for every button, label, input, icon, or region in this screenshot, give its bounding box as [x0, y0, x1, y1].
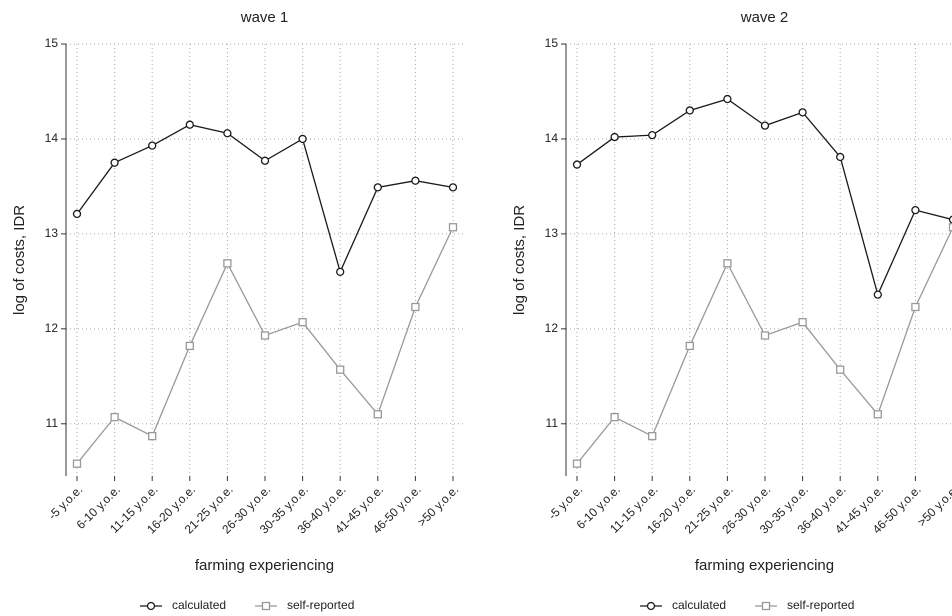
- x-axis-label: farming experiencing: [695, 557, 834, 574]
- point: [836, 152, 845, 162]
- point: [685, 341, 694, 351]
- y-tick-label: 12: [545, 321, 559, 335]
- y-tick-label: 12: [45, 321, 59, 335]
- point: [610, 132, 619, 142]
- legend-marker: [146, 601, 156, 611]
- point: [760, 331, 770, 340]
- y-axis-label: log of costs, IDR: [11, 205, 28, 315]
- point: [72, 209, 82, 219]
- title: wave 1: [240, 9, 289, 26]
- title: wave 2: [740, 9, 789, 26]
- legend-label: calculated: [172, 598, 226, 612]
- point: [148, 431, 157, 441]
- point: [760, 121, 770, 130]
- point: [685, 106, 694, 115]
- point: [336, 365, 345, 374]
- point: [298, 318, 307, 327]
- legend-marker: [761, 601, 771, 611]
- point: [572, 459, 582, 468]
- point: [911, 302, 920, 312]
- point: [110, 412, 119, 422]
- point: [260, 331, 270, 340]
- legend-marker: [261, 601, 271, 611]
- y-tick-label: 15: [45, 36, 59, 50]
- y-tick-label: 11: [46, 416, 59, 430]
- y-tick-label: 13: [45, 226, 59, 240]
- point: [948, 215, 952, 224]
- point: [72, 459, 82, 468]
- point: [911, 206, 920, 215]
- point: [836, 365, 845, 374]
- point: [448, 223, 458, 232]
- legend-marker: [646, 601, 656, 611]
- series-line: [76, 124, 454, 274]
- point: [798, 318, 807, 327]
- point: [648, 431, 657, 441]
- point: [336, 267, 345, 277]
- point: [185, 120, 194, 129]
- point: [948, 223, 952, 232]
- point: [298, 134, 307, 144]
- y-tick-label: 13: [545, 226, 559, 240]
- point: [148, 141, 157, 150]
- point: [723, 259, 732, 268]
- point: [798, 108, 807, 117]
- legend-label: calculated: [672, 598, 726, 612]
- point: [185, 341, 194, 351]
- point: [873, 290, 882, 299]
- y-tick-label: 15: [545, 36, 559, 50]
- point: [610, 412, 619, 422]
- point: [411, 176, 420, 185]
- point: [223, 129, 232, 138]
- point: [648, 130, 657, 140]
- y-tick-label: 11: [546, 416, 559, 430]
- y-tick-label: 14: [545, 131, 559, 145]
- point: [260, 156, 270, 165]
- point: [411, 302, 420, 312]
- x-axis-label: farming experiencing: [195, 557, 334, 574]
- legend-label: self-reported: [287, 598, 354, 612]
- point: [110, 158, 119, 167]
- point: [572, 160, 582, 169]
- point: [373, 410, 382, 419]
- point: [223, 259, 232, 268]
- x-tick-label: >50 y.o.e.: [415, 482, 462, 529]
- point: [373, 183, 382, 192]
- point: [448, 183, 458, 192]
- y-tick-label: 14: [45, 131, 59, 145]
- point: [723, 94, 732, 104]
- legend-label: self-reported: [787, 598, 854, 612]
- y-axis-label: log of costs, IDR: [511, 205, 528, 315]
- point: [873, 410, 882, 419]
